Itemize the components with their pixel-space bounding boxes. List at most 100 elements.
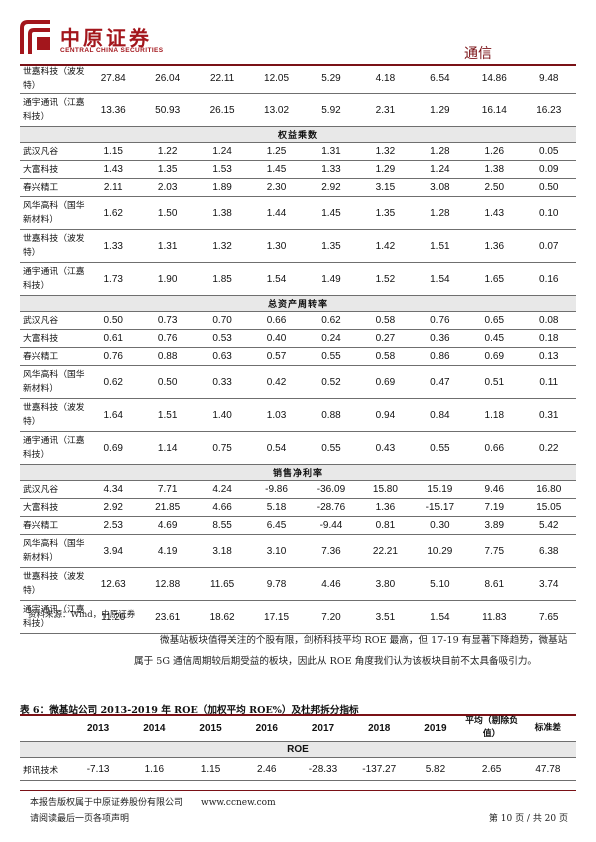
value-cell: 21.85 — [140, 498, 195, 517]
company-name-cell: 武汉凡谷 — [20, 311, 86, 330]
value-cell: 0.47 — [412, 365, 468, 399]
section-title-cell: ROE — [20, 741, 576, 758]
company-name-cell: 邦讯技术 — [20, 757, 70, 781]
value-cell: -28.76 — [303, 498, 359, 517]
table-row: 风华高科（国华新材料） 3.94 4.19 3.18 3.10 7.36 22.21 10.2… — [20, 534, 576, 568]
value-cell: 0.08 — [521, 311, 576, 330]
logo-chinese-name: 中原证券 — [60, 26, 152, 50]
value-cell: 1.38 — [467, 160, 522, 179]
value-cell: 2.11 — [86, 178, 141, 197]
value-cell: 6.45 — [249, 516, 304, 535]
table-6-rule — [20, 714, 576, 716]
company-name-cell: 春兴精工 — [20, 347, 86, 366]
value-cell: -36.09 — [303, 480, 359, 499]
value-cell: 1.22 — [140, 142, 195, 161]
company-name-cell: 世嘉科技（波发特） — [20, 229, 86, 263]
value-cell: 27.84 — [86, 64, 141, 94]
value-cell: 1.73 — [86, 262, 141, 296]
value-cell: 0.66 — [467, 431, 522, 465]
value-cell: 47.78 — [519, 757, 576, 781]
column-header: 标准差 — [534, 722, 562, 733]
value-cell: 1.30 — [249, 229, 304, 263]
value-cell: 0.53 — [194, 329, 250, 348]
company-name-cell: 通宇通讯（江嘉科技） — [20, 93, 86, 127]
table-row: 通宇通讯（江嘉科技） 0.69 1.14 0.75 0.54 0.55 0.43 0.55 0.… — [20, 431, 576, 465]
value-cell: 17.15 — [249, 600, 304, 634]
value-cell: 1.24 — [412, 160, 468, 179]
table-row: 武汉凡谷 0.50 0.73 0.70 0.66 0.62 0.58 0.76 0.65 0.08 — [20, 311, 576, 330]
table-row: 大富科技 0.61 0.76 0.53 0.40 0.24 0.27 0.36 0.45 0.18 — [20, 329, 576, 348]
analysis-paragraph: 微基站板块值得关注的个股有限，剑桥科技平均 ROE 最高，但 17-19 有显著… — [134, 635, 568, 667]
value-cell: 0.84 — [412, 398, 468, 432]
value-cell: 0.52 — [303, 365, 359, 399]
company-name-cell: 大富科技 — [20, 498, 86, 517]
value-cell: 1.65 — [467, 262, 522, 296]
value-cell: 0.33 — [194, 365, 250, 399]
table-row: 通宇通讯（江嘉科技） 13.36 50.93 26.15 13.02 5.92 2.31 1.… — [20, 93, 576, 127]
value-cell: 0.88 — [303, 398, 359, 432]
table-row: 世嘉科技（波发特） 12.63 12.88 11.65 9.78 4.46 3.80 5.10… — [20, 567, 576, 601]
value-cell: 15.05 — [521, 498, 576, 517]
company-name-cell: 世嘉科技（波发特） — [20, 398, 86, 432]
value-cell: 1.26 — [467, 142, 522, 161]
value-cell: -9.86 — [249, 480, 304, 499]
footer-disclaimer: 请阅读最后一页各项声明 — [30, 814, 130, 824]
value-cell: 5.82 — [407, 757, 464, 781]
value-cell: 3.89 — [467, 516, 522, 535]
value-cell: 15.19 — [412, 480, 468, 499]
value-cell: 0.36 — [412, 329, 468, 348]
value-cell: 0.81 — [358, 516, 413, 535]
value-cell: 23.61 — [140, 600, 195, 634]
value-cell: 6.54 — [412, 64, 468, 94]
section-title-cell: 销售净利率 — [20, 464, 576, 481]
section-title-cell: 总资产周转率 — [20, 295, 576, 312]
table-row: 世嘉科技（波发特） 27.84 26.04 22.11 12.05 5.29 4.18 6.5… — [20, 64, 576, 94]
section-row: ROE — [20, 741, 576, 758]
value-cell: 0.75 — [194, 431, 250, 465]
value-cell: 1.54 — [412, 262, 468, 296]
value-cell: 0.55 — [303, 431, 359, 465]
table-row: 风华高科（国华新材料） 0.62 0.50 0.33 0.42 0.52 0.69 0.47 0… — [20, 365, 576, 399]
value-cell: 1.15 — [182, 757, 239, 781]
value-cell: 3.51 — [358, 600, 413, 634]
value-cell: 0.50 — [521, 178, 576, 197]
table-row: 春兴精工 0.76 0.88 0.63 0.57 0.55 0.58 0.86 0.69 0.13 — [20, 347, 576, 366]
value-cell: 0.76 — [140, 329, 195, 348]
value-cell: 1.29 — [412, 93, 468, 127]
value-cell: 1.43 — [467, 196, 522, 230]
company-name-cell: 通宇通讯（江嘉科技） — [20, 431, 86, 465]
value-cell: 7.20 — [303, 600, 359, 634]
value-cell: 0.50 — [140, 365, 195, 399]
value-cell: 3.18 — [194, 534, 250, 568]
value-cell: 0.63 — [194, 347, 250, 366]
header-row: 2013 2014 2015 2016 2017 2018 2019 平均（剔除负值） 标准差 — [20, 715, 576, 742]
company-name-cell: 风华高科（国华新材料） — [20, 196, 86, 230]
financial-metrics-table: 世嘉科技（波发特） 27.84 26.04 22.11 12.05 5.29 4.18 6.5… — [20, 64, 576, 634]
page-number: 第 10 页 / 共 20 页 — [488, 814, 568, 824]
value-cell: 11.20 — [86, 600, 141, 634]
value-cell: 1.85 — [194, 262, 250, 296]
column-header: 2018 — [368, 722, 391, 734]
company-name-cell: 春兴精工 — [20, 516, 86, 535]
company-name-cell: 大富科技 — [20, 160, 86, 179]
value-cell: 7.75 — [467, 534, 522, 568]
value-cell: 1.29 — [358, 160, 413, 179]
table-row: 大富科技 1.43 1.35 1.53 1.45 1.33 1.29 1.24 1.38 0.09 — [20, 160, 576, 179]
value-cell: 1.40 — [194, 398, 250, 432]
company-name-cell: 大富科技 — [20, 329, 86, 348]
value-cell: 5.10 — [412, 567, 468, 601]
value-cell: 1.33 — [86, 229, 141, 263]
company-name-cell: 通宇通讯（江嘉科技） — [20, 600, 86, 634]
value-cell: 2.03 — [140, 178, 195, 197]
company-name-cell: 世嘉科技（波发特） — [20, 567, 86, 601]
value-cell: 1.03 — [249, 398, 304, 432]
value-cell: -137.27 — [351, 757, 408, 781]
table-row: 武汉凡谷 4.34 7.71 4.24 -9.86 -36.09 15.80 15.19 9.4… — [20, 480, 576, 499]
value-cell: 0.61 — [86, 329, 141, 348]
value-cell: 1.51 — [412, 229, 468, 263]
column-header: 2013 — [86, 722, 110, 734]
value-cell: 16.80 — [521, 480, 576, 499]
value-cell: 13.02 — [249, 93, 304, 127]
company-name-cell: 世嘉科技（波发特） — [20, 64, 86, 94]
value-cell: 9.46 — [467, 480, 522, 499]
